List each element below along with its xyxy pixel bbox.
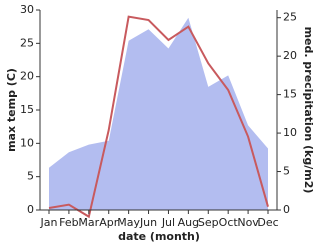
y-tick-label: 25 [20, 36, 34, 49]
y-tick-label: 5 [27, 170, 34, 183]
y-tick-label: 0 [27, 203, 34, 216]
y-tick-label: 15 [20, 103, 34, 116]
y2-tick-label: 5 [283, 165, 290, 178]
x-tick-label: Jul [161, 216, 175, 229]
x-tick-label: Oct [219, 216, 239, 229]
y2-tick-label: 0 [283, 203, 290, 216]
y2-axis-label: med. precipitation (kg/m2) [302, 27, 315, 194]
x-tick-label: Feb [59, 216, 78, 229]
x-tick-label: Nov [237, 216, 259, 229]
x-tick-label: Mar [78, 216, 99, 229]
x-tick-label: Sep [198, 216, 219, 229]
y2-tick-label: 20 [283, 49, 297, 62]
x-tick-label: Apr [99, 216, 119, 229]
x-tick-label: Dec [257, 216, 278, 229]
y2-tick-label: 15 [283, 88, 297, 101]
x-axis-label: date (month) [118, 230, 200, 243]
precipitation-area [49, 17, 268, 211]
y2-tick-label: 10 [283, 126, 297, 139]
x-tick-label: May [117, 216, 140, 229]
y-tick-label: 30 [20, 3, 34, 16]
y2-tick-label: 25 [283, 11, 297, 24]
temperature-line [48, 15, 269, 219]
y-tick-label: 10 [20, 136, 34, 149]
x-tick-label: Jun [139, 216, 157, 229]
y-tick-label: 20 [20, 70, 34, 83]
y-axis-label: max temp (C) [5, 68, 18, 152]
x-tick-label: Aug [178, 216, 199, 229]
x-tick-label: Jan [40, 216, 58, 229]
